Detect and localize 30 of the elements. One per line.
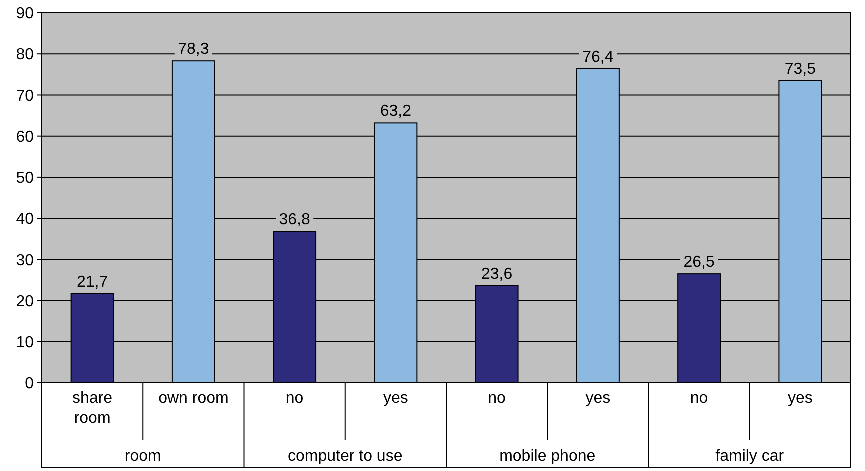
data-label: 23,6: [481, 266, 513, 283]
x-tick-label: own room: [158, 390, 229, 407]
x-tick-label: yes: [586, 390, 611, 407]
data-label: 73,5: [784, 60, 816, 78]
data-label: 78,3: [178, 41, 210, 58]
x-tick-label: share room: [72, 390, 113, 427]
x-tick-label: no: [690, 390, 708, 407]
y-tick-label: 60: [16, 128, 34, 146]
data-label: 63,2: [380, 103, 412, 120]
y-tick-label: 80: [16, 46, 34, 64]
text: family car: [716, 448, 785, 465]
x-tick-label: no: [488, 390, 506, 407]
y-tick-label: 0: [25, 376, 34, 393]
y-tick-label: 10: [16, 334, 34, 352]
text: room: [124, 448, 162, 465]
x-tick-label: no: [286, 390, 304, 407]
text: computer to use: [288, 448, 403, 465]
y-tick-label: 90: [16, 6, 34, 23]
x-tick-label: yes: [383, 390, 408, 407]
y-tick-label: 70: [16, 88, 34, 105]
y-tick-label: 50: [16, 170, 34, 188]
y-tick-label: 20: [16, 293, 34, 310]
x-tick-label: yes: [788, 390, 813, 407]
text: mobile phone: [500, 448, 596, 465]
y-tick-label: 40: [16, 211, 34, 228]
y-tick-label: 30: [16, 252, 34, 270]
data-label: 26,5: [684, 254, 715, 272]
data-label: 21,7: [76, 274, 108, 291]
data-label: 36,8: [279, 212, 310, 229]
data-label: 76,4: [582, 48, 614, 66]
